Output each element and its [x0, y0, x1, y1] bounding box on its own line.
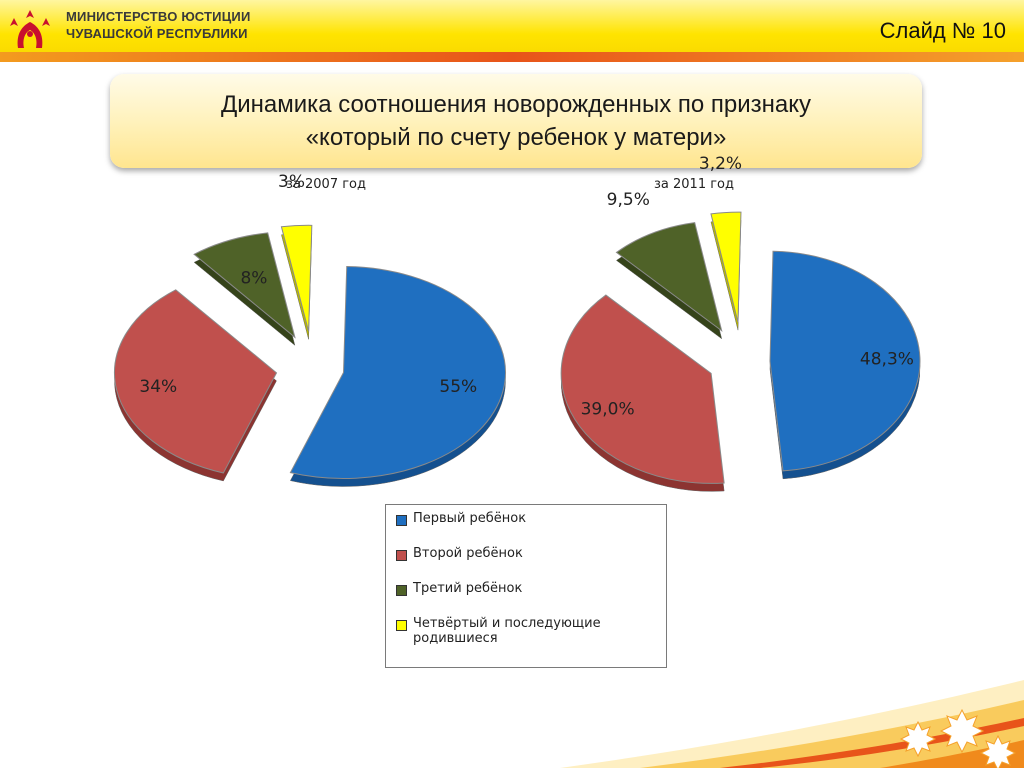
pie-label-second: 34% [139, 377, 177, 397]
pie-label-first: 55% [439, 377, 477, 397]
legend-label-fourth: Четвёртый и последующие родившиеся [413, 616, 601, 646]
pie-chart-2007: за 2007 год 55% 34% 8% 3% [114, 172, 506, 487]
legend-swatch-first [396, 515, 407, 526]
slide-title: Динамика соотношения новорожденных по пр… [110, 74, 922, 168]
legend-item-fourth: Четвёртый и последующие родившиеся [396, 616, 658, 646]
pie-slice-fourth [280, 224, 313, 332]
ministry-line2: ЧУВАШСКОЙ РЕСПУБЛИКИ [66, 26, 248, 41]
slide-number: Слайд № 10 [879, 18, 1006, 43]
legend-label-first: Первый ребёнок [413, 511, 527, 526]
pie-slice-third [615, 222, 723, 333]
pie-label-first: 48,3% [860, 349, 914, 369]
footer-decoration [560, 680, 1024, 768]
pie-slice-first [769, 250, 921, 472]
ministry-line1: МИНИСТЕРСТВО ЮСТИЦИИ [66, 9, 251, 24]
legend-item-second: Второй ребёнок [396, 546, 658, 561]
ministry-name: МИНИСТЕРСТВО ЮСТИЦИИ ЧУВАШСКОЙ РЕСПУБЛИК… [66, 8, 251, 42]
star-ornaments-icon [899, 708, 1017, 768]
pie-label-fourth: 3,2% [699, 154, 742, 174]
chuvash-emblem-icon [10, 10, 50, 48]
legend-swatch-fourth [396, 620, 407, 631]
legend-swatch-second [396, 550, 407, 561]
pie-label-second: 39,0% [581, 399, 635, 419]
pie-slice-third [193, 232, 296, 339]
pie-label-fourth: 3% [278, 172, 305, 192]
header-stripe [0, 52, 1024, 62]
legend-label-third: Третий ребёнок [413, 581, 523, 596]
legend-item-first: Первый ребёнок [396, 511, 658, 526]
pie-title-0: за 2007 год [286, 177, 366, 192]
pie-slice-second [114, 289, 278, 474]
pie-chart-2011: за 2011 год 48,3% 39,0% 9,5% 3,2% [560, 154, 921, 492]
pie-label-third: 8% [240, 268, 267, 288]
slide-title-line2: «который по счету ребенок у матери» [305, 124, 727, 151]
slide-title-line1: Динамика соотношения новорожденных по пр… [221, 91, 811, 118]
pie-slice-fourth [710, 211, 742, 323]
pie-slice-second [560, 294, 725, 484]
legend-item-third: Третий ребёнок [396, 581, 658, 596]
pie-label-third: 9,5% [607, 190, 650, 210]
pie-charts: за 2007 год 55% 34% 8% 3% за 2011 год 48,3% 39,… [114, 154, 921, 492]
legend-swatch-third [396, 585, 407, 596]
legend-label-second: Второй ребёнок [413, 546, 523, 561]
header-bar: МИНИСТЕРСТВО ЮСТИЦИИ ЧУВАШСКОЙ РЕСПУБЛИК… [0, 0, 1024, 62]
pie-title-1: за 2011 год [654, 177, 734, 192]
pie-slice-first [289, 266, 506, 480]
chart-legend: Первый ребёнок Второй ребёнок Третий реб… [385, 504, 667, 668]
